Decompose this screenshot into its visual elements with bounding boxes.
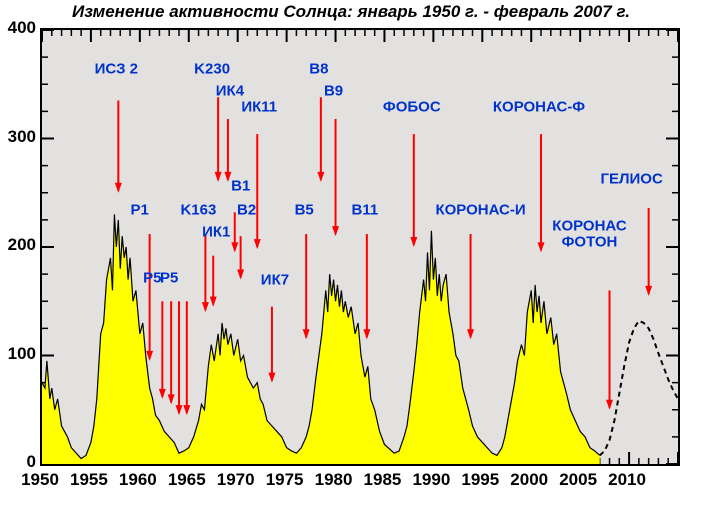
- annotation-label: P5: [143, 270, 161, 286]
- x-tick-label: 1970: [217, 470, 255, 490]
- annotation-label: ГЕЛИОС: [600, 172, 662, 188]
- y-tick-label: 400: [2, 18, 36, 38]
- x-tick-label: 1955: [70, 470, 108, 490]
- annotation-label: ИК4: [216, 83, 244, 99]
- chart-container: Изменение активности Солнца: январь 1950…: [0, 0, 702, 509]
- x-tick-label: 1990: [412, 470, 450, 490]
- annotation-label: B11: [351, 202, 378, 218]
- y-tick-label: 300: [2, 127, 36, 147]
- y-tick-label: 200: [2, 235, 36, 255]
- x-tick-label: 2005: [559, 470, 597, 490]
- x-tick-label: 1960: [119, 470, 157, 490]
- annotation-label: B8: [309, 61, 328, 77]
- annotation-label: ИК7: [261, 273, 289, 289]
- annotation-label: КОРОНАС-И: [435, 202, 525, 218]
- annotation-label: ИСЗ 2: [95, 61, 138, 77]
- annotation-label: КОРОНАС-Ф: [493, 99, 585, 115]
- annotation-label: ИК11: [241, 99, 277, 115]
- x-tick-label: 1975: [266, 470, 304, 490]
- x-tick-label: 2000: [510, 470, 548, 490]
- x-tick-label: 1965: [168, 470, 206, 490]
- annotation-label: B2: [237, 202, 256, 218]
- annotation-label: P5: [160, 270, 178, 286]
- annotation-label: P1: [130, 202, 148, 218]
- x-tick-label: 1995: [461, 470, 499, 490]
- annotation-label: K230: [194, 61, 230, 77]
- annotation-label: B5: [295, 202, 314, 218]
- x-tick-label: 1980: [315, 470, 353, 490]
- x-tick-label: 1950: [21, 470, 59, 490]
- annotation-label: B1: [231, 178, 250, 194]
- chart-title: Изменение активности Солнца: январь 1950…: [0, 2, 702, 22]
- annotation-label: ИК1: [202, 224, 230, 240]
- x-tick-label: 2010: [608, 470, 646, 490]
- annotation-label: B9: [324, 83, 343, 99]
- x-tick-label: 1985: [364, 470, 402, 490]
- annotation-label: K163: [180, 202, 216, 218]
- y-tick-label: 0: [2, 452, 36, 472]
- y-tick-label: 100: [2, 344, 36, 364]
- annotation-label: ФОБОС: [383, 99, 441, 115]
- annotation-label: КОРОНАСФОТОН: [552, 219, 626, 251]
